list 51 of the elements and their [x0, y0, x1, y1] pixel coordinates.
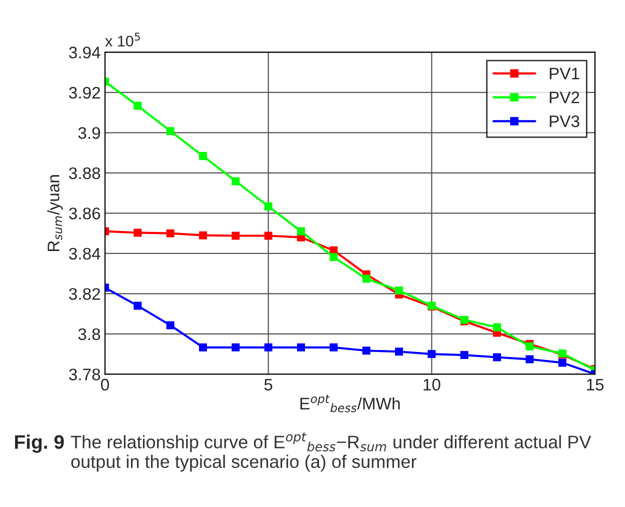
y-tick-label: 3.9: [78, 127, 100, 139]
point: [526, 342, 534, 350]
y-tick-label: 3.94: [69, 46, 100, 58]
point: [460, 351, 468, 360]
point: [395, 348, 403, 356]
point: [134, 102, 142, 110]
point: [297, 343, 305, 352]
y-tick-label: 3.8: [78, 328, 100, 340]
y-tick-label: 3.86: [69, 208, 100, 220]
legend-label: PV1: [550, 68, 580, 80]
x-tick-label: 5: [264, 378, 272, 391]
point: [166, 127, 174, 136]
y-tick-label: 3.92: [69, 86, 100, 99]
point: [166, 321, 174, 330]
caption: Fig. 9: [15, 434, 64, 453]
point: [134, 228, 142, 237]
y-tick-label: 3.82: [69, 288, 100, 300]
point: [199, 152, 207, 160]
x-tick-label: 10: [424, 378, 440, 391]
point: [558, 358, 566, 367]
point: [493, 323, 501, 332]
point: [297, 227, 305, 236]
point: [199, 231, 207, 240]
point: [232, 343, 240, 352]
y-tick-label: 3.88: [69, 167, 100, 180]
point: [264, 232, 272, 240]
text: The relationship curve of E$^{opt}$$_{bess}$−R$_{sum}$ under different actual PV output in the typical scenario (a) of summer: [70, 432, 592, 472]
text: x 10$^{5}$: [105, 32, 140, 47]
point: [493, 353, 501, 362]
y-tick-label: 3.78: [69, 368, 100, 380]
point: [232, 232, 240, 240]
point: [199, 343, 207, 352]
point: [232, 177, 240, 186]
y-axis-title: R$_{sum}$/yuan: [47, 175, 63, 251]
x-tick-label: 15: [587, 378, 604, 391]
y-tick-label: 3.84: [69, 248, 100, 260]
point: [526, 355, 534, 364]
point: [330, 253, 338, 262]
point: [395, 286, 403, 294]
legend-label: PV3: [550, 115, 580, 128]
point: [362, 346, 370, 355]
legend-label: PV2: [550, 92, 580, 104]
point: [428, 350, 436, 358]
x-tick-label: 0: [101, 378, 109, 391]
point: [264, 202, 272, 210]
point: [264, 343, 272, 352]
point: [330, 343, 338, 352]
point: [134, 302, 142, 310]
point: [166, 229, 174, 238]
x-axis-title: E$^{opt}$$_{bess}$/MWh: [300, 394, 400, 412]
point: [362, 274, 370, 283]
